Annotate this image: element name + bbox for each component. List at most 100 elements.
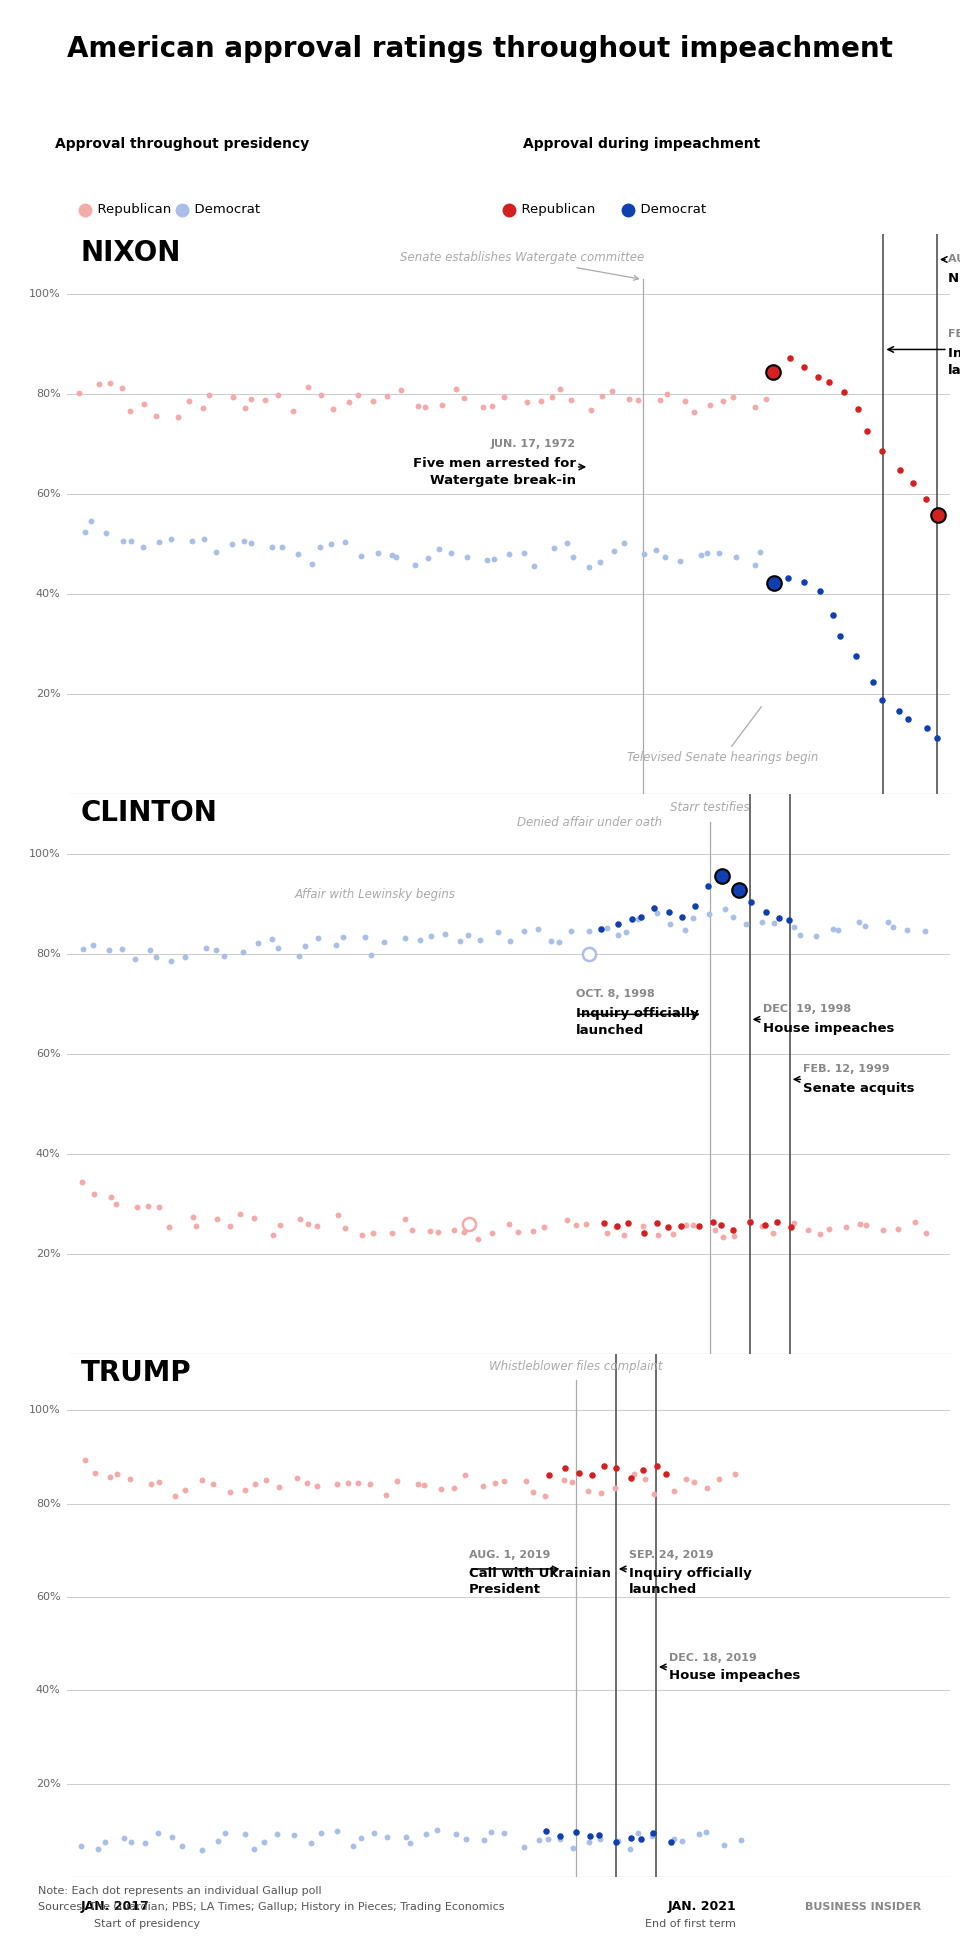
Point — [151, 1817, 166, 1848]
Point — [292, 1204, 307, 1235]
Text: Senate establishes Watergate committee: Senate establishes Watergate committee — [400, 251, 644, 280]
Point — [264, 531, 279, 562]
Point — [623, 1822, 638, 1854]
Point — [103, 1183, 118, 1214]
Point — [90, 1834, 106, 1865]
Point — [256, 1826, 272, 1857]
Point — [715, 862, 731, 893]
Text: 40%: 40% — [36, 589, 60, 599]
Point — [208, 537, 224, 568]
Text: Nixon Resigns: Nixon Resigns — [948, 272, 960, 286]
Point — [623, 1834, 638, 1865]
Point — [880, 906, 896, 937]
Point — [269, 1819, 284, 1850]
Point — [657, 543, 672, 574]
Point — [434, 1474, 449, 1505]
Point — [102, 368, 117, 399]
Text: OCT. 8, 1998: OCT. 8, 1998 — [576, 990, 655, 1000]
Text: End of presidency: End of presidency — [837, 840, 937, 850]
Point — [161, 1212, 177, 1243]
Point — [422, 1216, 438, 1247]
Text: JAN. 1969: JAN. 1969 — [81, 819, 149, 832]
Point — [662, 908, 678, 939]
Point — [769, 1206, 784, 1237]
Point — [797, 566, 812, 597]
Text: 20%: 20% — [36, 1778, 60, 1789]
Point — [103, 1461, 118, 1492]
Point — [700, 1472, 715, 1503]
Point — [780, 562, 796, 593]
Text: CLINTON: CLINTON — [81, 799, 218, 827]
Text: Inquiry officially: Inquiry officially — [948, 346, 960, 360]
Point — [665, 1220, 681, 1251]
Point — [350, 1467, 366, 1498]
Point — [582, 939, 597, 971]
Point — [378, 1480, 394, 1511]
Point — [636, 1218, 651, 1249]
Point — [461, 1208, 476, 1239]
Point — [604, 375, 619, 407]
Point — [232, 1198, 248, 1229]
Point — [292, 941, 307, 972]
Point — [852, 1208, 868, 1239]
Text: Republican: Republican — [514, 204, 595, 216]
Point — [905, 469, 921, 500]
Point — [610, 1212, 625, 1243]
Point — [592, 1822, 608, 1854]
Point — [552, 926, 567, 957]
Point — [434, 389, 449, 420]
Point — [438, 918, 453, 949]
Point — [323, 529, 338, 560]
Point — [130, 1192, 145, 1223]
Text: Denied affair under oath: Denied affair under oath — [516, 817, 661, 829]
Point — [181, 385, 197, 416]
Point — [188, 1210, 204, 1241]
Point — [568, 1210, 584, 1241]
Point — [86, 1179, 102, 1210]
Point — [324, 393, 340, 424]
Point — [559, 1204, 574, 1235]
Point — [408, 550, 423, 582]
Point — [353, 541, 369, 572]
Text: TRUMP: TRUMP — [81, 1360, 191, 1387]
Point — [423, 920, 439, 951]
Point — [247, 1202, 262, 1233]
Point — [591, 1819, 607, 1850]
Text: AUG 8, 1974: AUG 8, 1974 — [948, 255, 960, 265]
Text: SEP. 24, 2019: SEP. 24, 2019 — [629, 1550, 714, 1560]
Point — [726, 1214, 741, 1245]
Point — [98, 1826, 113, 1857]
Point — [224, 529, 239, 560]
Point — [258, 1465, 274, 1496]
Point — [151, 527, 166, 558]
Point — [397, 1204, 413, 1235]
Point — [564, 914, 579, 945]
Point — [350, 379, 366, 410]
Text: JAN. 1993: JAN. 1993 — [81, 1379, 149, 1393]
Text: launched: launched — [948, 364, 960, 377]
Point — [300, 1208, 316, 1239]
Point — [303, 1828, 319, 1859]
Point — [707, 1216, 722, 1247]
Point — [608, 1453, 623, 1484]
Point — [747, 550, 762, 582]
Point — [223, 1212, 238, 1243]
Point — [691, 1819, 707, 1850]
Point — [485, 1218, 500, 1249]
Point — [309, 1470, 324, 1502]
Point — [621, 383, 636, 414]
Text: 100%: 100% — [29, 290, 60, 300]
Point — [516, 537, 532, 568]
Point — [248, 1468, 263, 1500]
Text: Sources: The Guardian; PBS; LA Times; Gallup; History in Pieces; Trading Economi: Sources: The Guardian; PBS; LA Times; Ga… — [38, 1902, 505, 1912]
Point — [611, 908, 626, 939]
Point — [786, 912, 802, 943]
Point — [765, 1218, 780, 1249]
Point — [290, 539, 305, 570]
Point — [812, 1218, 828, 1249]
Text: Senate acquits: Senate acquits — [804, 1081, 915, 1095]
Point — [837, 375, 852, 407]
Text: AUG. 1, 2019: AUG. 1, 2019 — [468, 1550, 550, 1560]
Point — [636, 1210, 651, 1241]
Point — [593, 914, 609, 945]
